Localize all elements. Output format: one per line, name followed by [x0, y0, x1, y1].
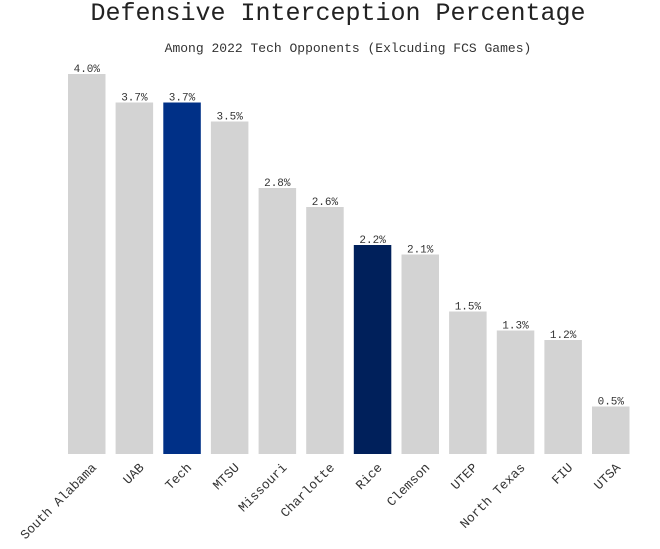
value-label-clemson: 2.1%	[407, 245, 434, 257]
bar-rice	[353, 245, 392, 454]
bar-south-alabama	[68, 74, 106, 454]
bar-missouri	[258, 188, 297, 454]
bar-tech	[163, 102, 201, 454]
bar-charlotte	[306, 207, 344, 454]
tick-label-utep: UTEP	[448, 460, 481, 493]
value-labels-group: 4.0% 3.7% 3.7% 3.5% 2.8% 2.6% 2.2% 2.1% 1.5% 1.3%…	[74, 64, 625, 409]
value-label-north-texas: 1.3%	[502, 321, 529, 333]
value-label-mtsu: 3.5%	[216, 112, 243, 124]
tick-label-tech: Tech	[162, 460, 195, 493]
bar-utsa	[592, 406, 630, 454]
bar-fiu	[544, 340, 582, 454]
value-label-tech: 3.7%	[169, 93, 196, 105]
value-label-missouri: 2.8%	[264, 178, 291, 190]
bar-north-texas	[496, 330, 535, 454]
value-label-utsa: 0.5%	[598, 397, 625, 409]
value-label-uab: 3.7%	[121, 93, 148, 105]
bar-mtsu	[210, 121, 249, 454]
bar-clemson	[401, 254, 439, 454]
bars-group	[68, 74, 630, 454]
bar-utep	[449, 311, 487, 454]
value-label-rice: 2.2%	[359, 235, 386, 247]
tick-label-mtsu: MTSU	[210, 460, 243, 493]
tick-label-utsa: UTSA	[591, 460, 624, 493]
value-label-utep: 1.5%	[455, 302, 482, 314]
value-label-charlotte: 2.6%	[312, 197, 339, 209]
value-label-south-alabama: 4.0%	[74, 64, 101, 76]
bar-uab	[115, 102, 154, 454]
tick-label-clemson: Clemson	[384, 460, 433, 509]
tick-label-rice: Rice	[353, 460, 386, 493]
tick-label-fiu: FIU	[549, 460, 576, 487]
chart-title: Defensive Interception Percentage	[90, 0, 585, 28]
tick-label-south-alabama: South Alabama	[18, 460, 100, 542]
chart-subtitle: Among 2022 Tech Opponents (Exlcuding FCS…	[165, 41, 532, 56]
tick-label-uab: UAB	[120, 460, 147, 487]
value-label-fiu: 1.2%	[550, 330, 577, 342]
tick-labels-group: South Alabama UAB Tech MTSUMissouriCharlott…	[18, 460, 624, 542]
